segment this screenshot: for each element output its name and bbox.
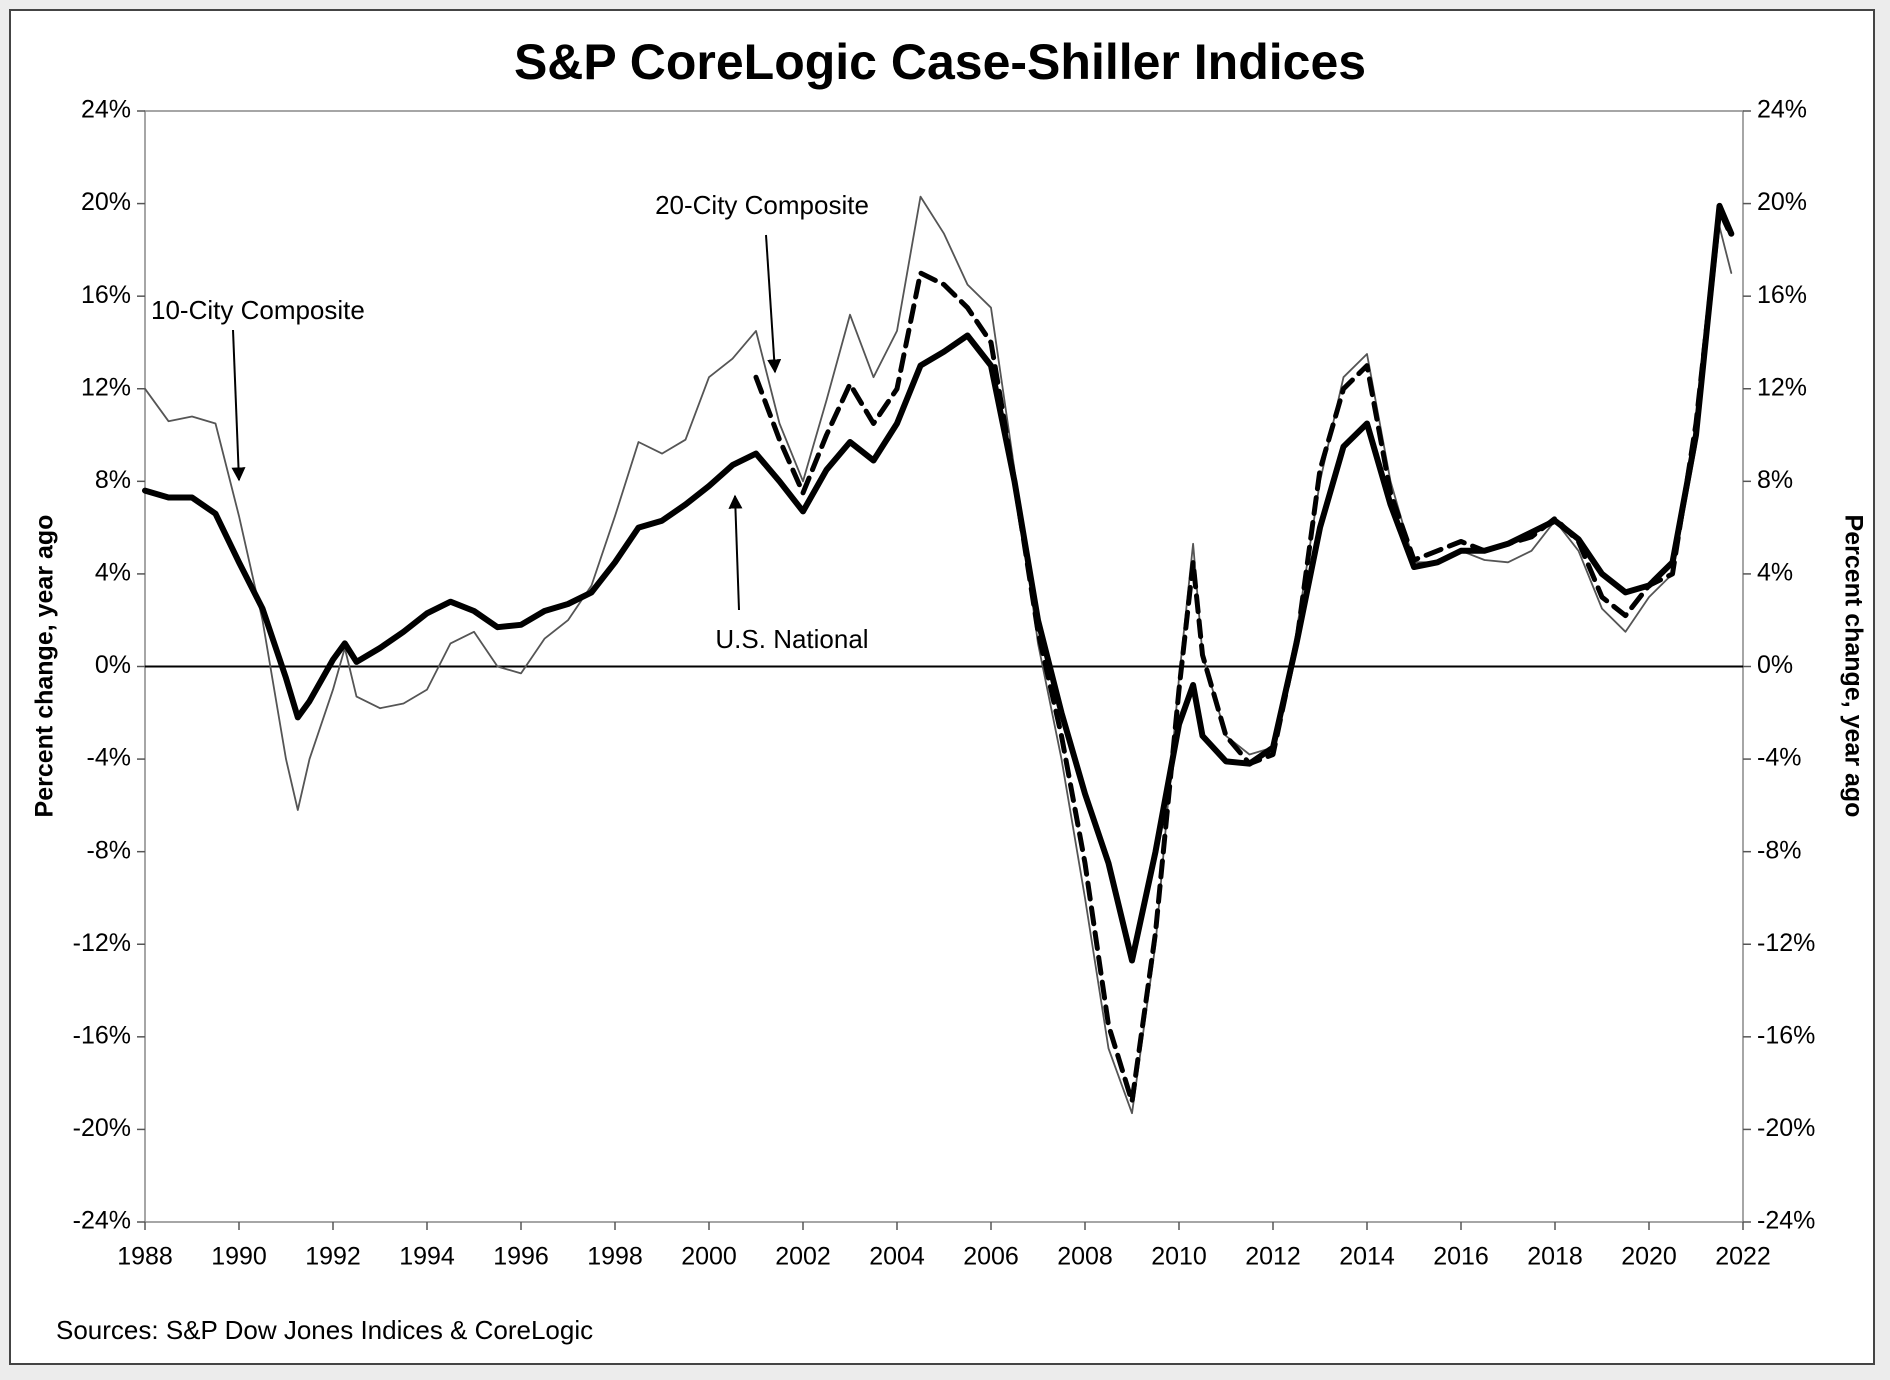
y-tick-label: 24% (81, 96, 131, 124)
x-tick-label: 2004 (869, 1243, 925, 1271)
x-tick-label: 2022 (1715, 1243, 1771, 1271)
y2-tick-label: -12% (1757, 929, 1815, 957)
y-axis-title: Percent change, year ago (31, 515, 59, 818)
y2-tick-label: -20% (1757, 1114, 1815, 1142)
y-tick-label: 16% (81, 281, 131, 309)
series-annotation: U.S. National (715, 624, 868, 654)
series-line (753, 208, 1734, 1105)
x-tick-label: 2002 (775, 1243, 831, 1271)
y2-tick-label: 4% (1757, 559, 1793, 587)
y-tick-label: -4% (87, 744, 131, 772)
annotation-arrow (231, 329, 246, 482)
y-tick-label: -12% (73, 929, 131, 957)
x-tick-label: 2010 (1151, 1243, 1207, 1271)
y-tick-label: -24% (73, 1207, 131, 1235)
source-note: Sources: S&P Dow Jones Indices & CoreLog… (56, 1315, 593, 1345)
annotation-arrow (765, 234, 782, 374)
y2-tick-label: -16% (1757, 1021, 1815, 1049)
y-tick-label: 20% (81, 188, 131, 216)
plot-area: 24% 20% 16% 12% 8% 4% 0% -4% -8% -12% -16% -20% -24%… (73, 96, 1816, 1271)
x-tick-label: 2006 (963, 1243, 1019, 1271)
x-tick-label: 1994 (399, 1243, 455, 1271)
y-tick-label: 4% (95, 559, 131, 587)
y-tick-label: -20% (73, 1114, 131, 1142)
y-tick-label: 8% (95, 466, 131, 494)
x-tick-label: 1998 (587, 1243, 643, 1271)
y2-tick-label: -24% (1757, 1207, 1815, 1235)
y-tick-label: -8% (87, 836, 131, 864)
annotation-arrow (728, 494, 743, 611)
x-tick-label: 1992 (305, 1243, 361, 1271)
x-tick-label: 2016 (1433, 1243, 1489, 1271)
x-tick-label: 2020 (1621, 1243, 1677, 1271)
x-tick-label: 2014 (1339, 1243, 1395, 1271)
y2-tick-label: -8% (1757, 836, 1801, 864)
y2-tick-label: 24% (1757, 96, 1807, 124)
chart-title: S&P CoreLogic Case-Shiller Indices (514, 34, 1366, 90)
y2-tick-label: 16% (1757, 281, 1807, 309)
x-tick-label: 1988 (117, 1243, 173, 1271)
y-tick-label: -16% (73, 1021, 131, 1049)
x-tick-label: 2008 (1057, 1243, 1113, 1271)
x-tick-label: 2000 (681, 1243, 737, 1271)
series-annotation: 20-City Composite (655, 190, 869, 220)
y2-axis-title: Percent change, year ago (1839, 515, 1867, 818)
x-tick-label: 1996 (493, 1243, 549, 1271)
x-tick-label: 2018 (1527, 1243, 1583, 1271)
series-line (142, 202, 1735, 964)
y2-tick-label: 12% (1757, 373, 1807, 401)
y2-tick-label: 0% (1757, 651, 1793, 679)
y2-tick-label: 8% (1757, 466, 1793, 494)
x-tick-label: 2012 (1245, 1243, 1301, 1271)
y-tick-label: 12% (81, 373, 131, 401)
y-tick-label: 0% (95, 651, 131, 679)
y2-tick-label: -4% (1757, 744, 1801, 772)
series-annotation: 10-City Composite (151, 295, 365, 325)
y2-tick-label: 20% (1757, 188, 1807, 216)
x-tick-label: 1990 (211, 1243, 267, 1271)
